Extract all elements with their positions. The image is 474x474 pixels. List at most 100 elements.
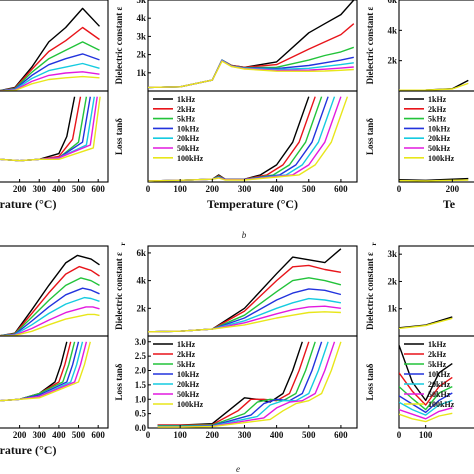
y-tick-label: 3.0 [135,337,147,347]
series-line-2kHz [0,265,100,336]
series-line-100kHz [399,179,469,182]
panel-top-center-lower: 0 100 200 300 400 500 600 Loss tanδ Temperature … [114,90,358,211]
y-tick-label: 4k [136,13,146,23]
series-line-10kHz [148,56,354,89]
y-tick-label: 1.5 [135,380,147,390]
y-tick-label: 1k [136,68,146,78]
series-line-10kHz [0,287,100,336]
legend-label: 2kHz [177,105,196,114]
x-tick-label: 300 [238,430,252,440]
x-tick-label: 500 [72,430,86,440]
series-line-5kHz [148,96,323,182]
plot-frame [398,90,474,183]
y-tick-label: 6k [387,0,397,5]
panel-bottom-left-lower: 200 300 400 500 600 rature (°C) [0,335,109,457]
series-line-100kHz [148,311,341,333]
series-line-100kHz [399,317,453,330]
panel-bottom-right-upper: 1k 2k 3k Dielectric constant ε r [365,242,474,337]
y-tick-label: 0.5 [135,409,147,419]
series-group [148,96,349,182]
y-axis-label: Dielectric constant ε [365,6,375,84]
x-tick-label: 600 [334,184,348,194]
series-group [0,7,101,91]
legend-label: 50kHz [177,390,200,399]
legend-label: 5kHz [177,115,196,124]
series-line-2kHz [0,341,72,402]
series-line-100kHz [399,412,453,423]
series-line-100kHz [0,341,91,402]
x-tick-label: 200 [13,430,27,440]
series-line-2kHz [399,372,453,406]
series-group [148,248,342,333]
subfigure-label-b: b [242,230,247,240]
x-tick-label: 500 [302,184,316,194]
series-line-1kHz [148,248,342,333]
series-line-20kHz [0,296,100,336]
series-line-20kHz [148,59,354,89]
legend-label: 10kHz [177,124,200,133]
x-tick-label: 200 [206,430,220,440]
panel-bottom-center-upper: 2k 4k 6k Dielectric constant ε r [114,242,358,337]
series-group [0,254,100,336]
series-group [148,0,355,89]
x-tick-label: 600 [91,430,105,440]
y-tick-label: 2k [387,56,397,66]
subfigure-label-e: e [236,464,240,474]
y-tick-label: 2.5 [135,351,147,361]
x-tick-label: 400 [270,184,284,194]
legend-label: 50kHz [428,144,451,153]
panel-bottom-right-lower: 0 100 Loss tanδ 1kHz2kHz5kHz10kHz20kHz50kHz… [365,335,474,440]
legend-label: 1kHz [428,95,447,104]
series-line-1kHz [0,341,68,402]
plot-frame [147,90,358,183]
series-line-100kHz [148,60,354,89]
y-tick-label: 2k [136,50,146,60]
series-line-2kHz [0,26,100,91]
y-axis-label: Loss tanδ [365,363,375,400]
legend-label: 10kHz [428,124,451,133]
plot-frame [147,0,358,92]
legend-label: 100kHz [177,400,204,409]
x-tick-label: 100 [419,430,433,440]
legend-label: 2kHz [428,105,447,114]
legend-label: 100kHz [428,400,455,409]
x-tick-label: 600 [91,184,105,194]
plot-frame [398,335,474,429]
y-axis-label-subscript: r [119,242,127,245]
y-tick-label: 3k [136,31,146,41]
series-line-100kHz [399,82,469,91]
series-line-100kHz [148,96,349,182]
series-line-50kHz [399,407,453,420]
series-group [157,341,342,428]
plot-frame [0,90,109,183]
x-tick-label: 200 [446,184,460,194]
plot-frame [0,335,109,429]
series-line-100kHz [0,96,101,162]
legend-label: 10kHz [428,370,451,379]
panel-top-right-lower: 0 200 Loss tanδ Te 1kHz2kHz5kHz10kHz20kHz50k… [365,90,474,211]
y-tick-label: 4k [136,276,146,286]
x-tick-label: 100 [173,430,187,440]
y-tick-label: 2k [387,276,397,286]
series-line-5kHz [0,277,100,336]
y-tick-label: 6k [136,248,146,258]
series-group [0,341,91,402]
series-line-20kHz [399,399,453,416]
legend-label: 1kHz [177,340,196,349]
plot-frame [147,335,358,429]
legend-label: 100kHz [428,154,455,163]
legend-label: 2kHz [428,350,447,359]
x-tick-label: 0 [146,184,151,194]
panel-bottom-center-lower: 0 100 200 300 400 500 600 0.0 0.5 1.0 1.5 2.0 2.5 3.0… [114,335,358,440]
series-line-5kHz [0,341,76,402]
x-tick-label: 500 [72,184,86,194]
x-tick-label: 300 [33,184,47,194]
x-tick-label: 300 [33,430,47,440]
legend-label: 100kHz [177,154,204,163]
y-tick-label: 3k [387,249,397,259]
series-group [399,79,469,91]
legend-label: 5kHz [428,115,447,124]
